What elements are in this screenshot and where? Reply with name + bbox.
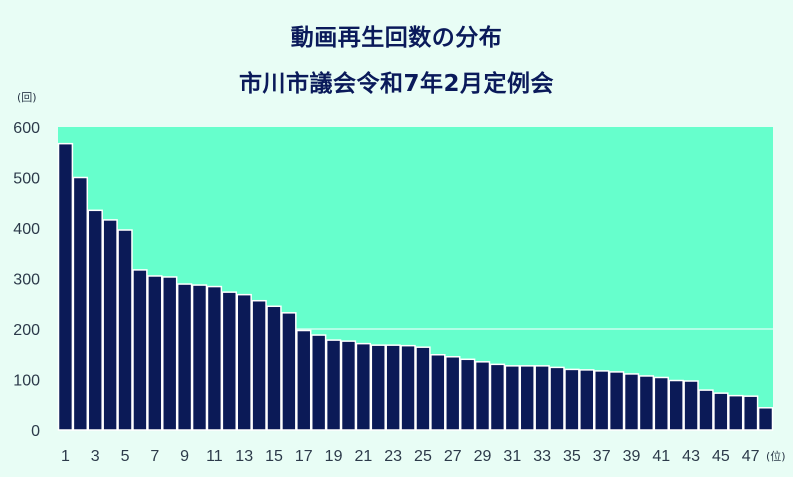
bar-rank-24: [400, 344, 416, 431]
bar-rank-10: [191, 284, 208, 431]
x-tick-label: 7: [150, 448, 159, 465]
y-tick-label: 0: [31, 423, 40, 440]
x-tick-label: 23: [384, 448, 402, 465]
bar-rank-5: [117, 229, 133, 431]
bar-rank-25: [415, 346, 431, 431]
bar-rank-33: [534, 365, 550, 431]
chart-subtitle: 市川市議会令和7年2月定例会: [238, 71, 554, 97]
bar-rank-6: [132, 269, 148, 431]
bar-rank-19: [325, 339, 342, 431]
x-tick-label: 43: [682, 448, 700, 465]
y-axis-unit-label: (回): [17, 91, 37, 104]
bar-rank-4: [102, 219, 118, 431]
x-tick-label: 15: [265, 448, 283, 465]
bar-rank-38: [608, 371, 625, 431]
y-tick-label: 500: [13, 171, 40, 188]
x-tick-label: 3: [91, 448, 100, 465]
y-axis-ticks: 0 100 200 300 400 500 600: [13, 120, 40, 440]
x-tick-label: 5: [121, 448, 130, 465]
bar-rank-47: [742, 395, 759, 431]
bar-rank-8: [162, 276, 178, 431]
bar-rank-45: [713, 392, 729, 431]
bar-rank-22: [370, 344, 386, 431]
x-tick-label: 47: [742, 448, 760, 465]
bar-rank-1: [57, 142, 74, 431]
bar-rank-44: [698, 389, 714, 431]
bar-rank-9: [176, 283, 193, 431]
x-tick-label: 45: [712, 448, 730, 465]
x-tick-label: 9: [180, 448, 189, 465]
bar-rank-39: [623, 373, 640, 431]
bar-rank-20: [340, 340, 357, 431]
x-tick-label: 39: [623, 448, 641, 465]
bar-rank-40: [638, 375, 655, 431]
bar-rank-42: [668, 379, 684, 431]
bar-rank-18: [310, 334, 327, 431]
bar-rank-26: [430, 354, 446, 431]
x-tick-label: 41: [652, 448, 670, 465]
x-tick-label: 31: [503, 448, 521, 465]
x-tick-label: 19: [325, 448, 343, 465]
bar-rank-16: [281, 312, 297, 431]
y-tick-label: 300: [13, 272, 40, 289]
bar-rank-7: [147, 275, 163, 431]
bars-group: [57, 142, 774, 431]
x-tick-label: 1: [61, 448, 70, 465]
x-tick-label: 21: [354, 448, 372, 465]
x-axis-ticks: 1 3 5 7 9 11 13 15 17 19 21 23 25 27 29 31 33 35 37 39 41 43 4…: [61, 448, 760, 465]
x-tick-label: 13: [235, 448, 253, 465]
x-tick-label: 35: [563, 448, 581, 465]
bar-rank-11: [206, 285, 223, 431]
y-tick-label: 100: [13, 373, 40, 390]
bar-rank-43: [683, 380, 699, 431]
bar-rank-15: [266, 305, 282, 431]
bar-rank-13: [236, 293, 252, 431]
chart-title: 動画再生回数の分布: [290, 25, 503, 51]
x-tick-label: 17: [295, 448, 313, 465]
bar-rank-36: [579, 369, 595, 431]
y-tick-label: 600: [13, 120, 40, 137]
bar-rank-30: [489, 363, 506, 431]
bar-rank-3: [87, 209, 103, 431]
bar-rank-46: [728, 394, 744, 431]
bar-rank-17: [296, 329, 312, 431]
bar-rank-41: [653, 376, 669, 431]
x-tick-label: 11: [206, 448, 223, 465]
bar-rank-31: [504, 365, 521, 431]
bar-rank-12: [221, 291, 238, 431]
x-axis-unit-label: (位): [766, 449, 786, 463]
bar-rank-23: [385, 344, 401, 431]
bar-rank-48: [757, 407, 774, 431]
bar-rank-21: [355, 342, 372, 431]
bar-rank-2: [72, 176, 89, 431]
bar-rank-34: [549, 366, 565, 431]
bar-rank-37: [594, 370, 610, 431]
bar-rank-32: [519, 365, 535, 431]
bar-rank-27: [445, 356, 461, 431]
y-tick-label: 400: [13, 221, 40, 238]
x-tick-label: 33: [533, 448, 551, 465]
y-tick-label: 200: [13, 322, 40, 339]
x-tick-label: 25: [414, 448, 432, 465]
bar-rank-29: [474, 361, 491, 431]
bar-rank-35: [564, 368, 580, 431]
bar-rank-28: [459, 358, 476, 431]
bar-rank-14: [251, 299, 267, 431]
x-tick-label: 27: [444, 448, 462, 465]
x-tick-label: 37: [593, 448, 611, 465]
x-tick-label: 29: [474, 448, 492, 465]
